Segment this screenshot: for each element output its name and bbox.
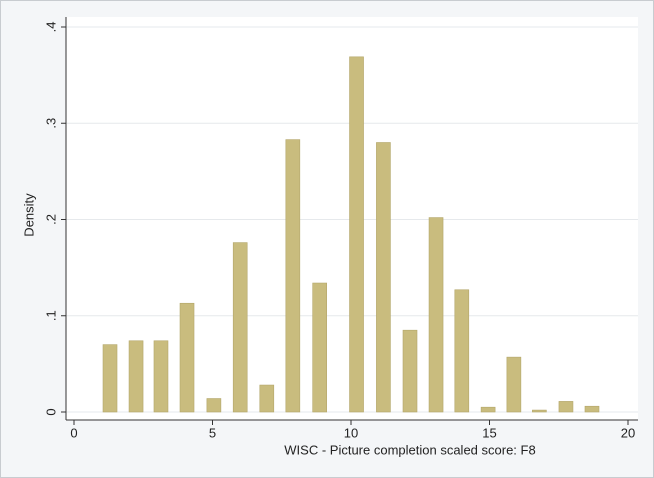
bar bbox=[312, 282, 327, 413]
y-tick-label: .2 bbox=[43, 214, 58, 225]
bar bbox=[232, 242, 248, 413]
bar bbox=[454, 289, 470, 413]
bar bbox=[259, 384, 275, 413]
x-tick-label: 20 bbox=[621, 425, 635, 440]
y-axis-title: Density bbox=[21, 193, 36, 237]
x-tick-label: 10 bbox=[344, 425, 358, 440]
x-tick-label: 15 bbox=[482, 425, 496, 440]
y-tick-label: .4 bbox=[43, 22, 58, 33]
bar bbox=[584, 405, 600, 413]
bar bbox=[128, 340, 144, 413]
bar bbox=[402, 329, 418, 413]
bar bbox=[349, 56, 364, 413]
bar bbox=[506, 356, 522, 413]
x-tick-label: 5 bbox=[209, 425, 216, 440]
bar bbox=[102, 344, 118, 413]
bar bbox=[428, 217, 444, 413]
bar bbox=[558, 401, 574, 413]
bar bbox=[285, 139, 301, 413]
bar bbox=[179, 302, 195, 413]
bar bbox=[206, 398, 222, 413]
bar bbox=[153, 340, 169, 413]
bar bbox=[532, 409, 547, 413]
x-tick-label: 0 bbox=[70, 425, 77, 440]
bar bbox=[480, 406, 496, 413]
y-tick-label: 0 bbox=[43, 408, 58, 415]
bar bbox=[376, 142, 391, 413]
x-axis-title: WISC - Picture completion scaled score: … bbox=[284, 442, 535, 457]
y-tick-label: .3 bbox=[43, 118, 58, 129]
y-tick-label: .1 bbox=[43, 310, 58, 321]
